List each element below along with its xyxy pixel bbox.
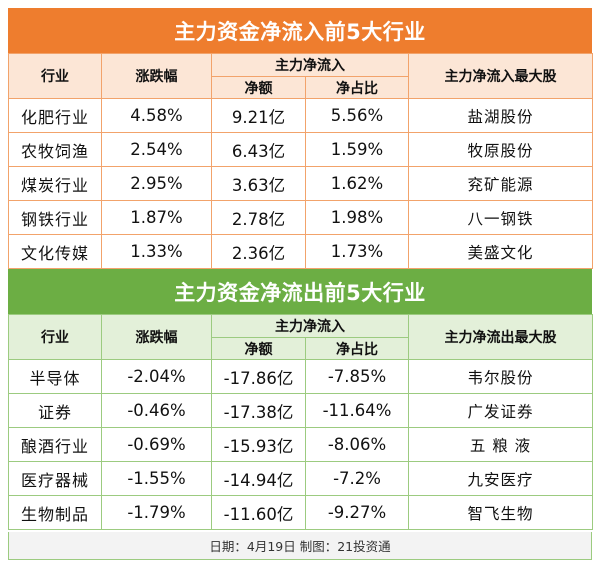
ratio-cell: -7.2% bbox=[305, 461, 409, 496]
industry-cell: 化肥行业 bbox=[8, 98, 102, 133]
top-stock-cell: 五 粮 液 bbox=[408, 427, 593, 462]
header-change: 涨跌幅 bbox=[101, 53, 212, 99]
industry-cell: 农牧饲渔 bbox=[8, 132, 102, 167]
change-cell: -0.69% bbox=[101, 427, 212, 462]
change-cell: 2.95% bbox=[101, 166, 212, 201]
amount-cell: 3.63亿 bbox=[211, 166, 306, 201]
industry-cell: 酿酒行业 bbox=[8, 427, 102, 462]
amount-cell: 2.78亿 bbox=[211, 200, 306, 235]
amount-cell: 2.36亿 bbox=[211, 234, 306, 269]
amount-cell: 6.43亿 bbox=[211, 132, 306, 167]
change-cell: 1.33% bbox=[101, 234, 212, 269]
ratio-cell: 1.73% bbox=[305, 234, 409, 269]
table-row: 钢铁行业 1.87% 2.78亿 1.98% 八一钢铁 bbox=[8, 200, 593, 235]
change-cell: 1.87% bbox=[101, 200, 212, 235]
header-main-inflow: 主力净流入 bbox=[211, 53, 409, 77]
top-stock-cell: 兖矿能源 bbox=[408, 166, 593, 201]
header-top-stock: 主力净流入最大股 bbox=[408, 53, 593, 99]
ratio-cell: 5.56% bbox=[305, 98, 409, 133]
top-stock-cell: 美盛文化 bbox=[408, 234, 593, 269]
top-stock-cell: 广发证券 bbox=[408, 393, 593, 428]
header-industry: 行业 bbox=[8, 53, 102, 99]
change-cell: 2.54% bbox=[101, 132, 212, 167]
table-row: 农牧饲渔 2.54% 6.43亿 1.59% 牧原股份 bbox=[8, 132, 593, 167]
header-ratio: 净占比 bbox=[305, 337, 409, 360]
header-top-stock: 主力净流出最大股 bbox=[408, 314, 593, 360]
ratio-cell: 1.62% bbox=[305, 166, 409, 201]
industry-cell: 文化传媒 bbox=[8, 234, 102, 269]
ratio-cell: -11.64% bbox=[305, 393, 409, 428]
outflow-table: 行业 涨跌幅 主力净流入 主力净流出最大股 净额 净占比 半导体 -2.04% … bbox=[8, 314, 593, 530]
table-row: 生物制品 -1.79% -11.60亿 -9.27% 智飞生物 bbox=[8, 495, 593, 530]
top-stock-cell: 八一钢铁 bbox=[408, 200, 593, 235]
amount-cell: -15.93亿 bbox=[211, 427, 306, 462]
ratio-cell: -7.85% bbox=[305, 359, 409, 394]
top-stock-cell: 智飞生物 bbox=[408, 495, 593, 530]
footer-caption: 日期：4月19日 制图：21投资通 bbox=[8, 532, 592, 560]
inflow-panel: 主力资金净流入前5大行业 行业 涨跌幅 主力净流入 主力净流入最大股 净额 净占… bbox=[8, 8, 593, 269]
header-amount: 净额 bbox=[211, 76, 306, 99]
ratio-cell: -8.06% bbox=[305, 427, 409, 462]
ratio-cell: 1.59% bbox=[305, 132, 409, 167]
ratio-cell: -9.27% bbox=[305, 495, 409, 530]
top-stock-cell: 盐湖股份 bbox=[408, 98, 593, 133]
table-row: 煤炭行业 2.95% 3.63亿 1.62% 兖矿能源 bbox=[8, 166, 593, 201]
outflow-panel: 主力资金净流出前5大行业 行业 涨跌幅 主力净流入 主力净流出最大股 净额 净占… bbox=[8, 269, 593, 530]
industry-cell: 钢铁行业 bbox=[8, 200, 102, 235]
amount-cell: -17.86亿 bbox=[211, 359, 306, 394]
header-ratio: 净占比 bbox=[305, 76, 409, 99]
table-row: 半导体 -2.04% -17.86亿 -7.85% 韦尔股份 bbox=[8, 359, 593, 394]
table-row: 酿酒行业 -0.69% -15.93亿 -8.06% 五 粮 液 bbox=[8, 427, 593, 462]
outflow-title: 主力资金净流出前5大行业 bbox=[8, 269, 592, 314]
industry-cell: 医疗器械 bbox=[8, 461, 102, 496]
industry-cell: 生物制品 bbox=[8, 495, 102, 530]
amount-cell: -11.60亿 bbox=[211, 495, 306, 530]
change-cell: -0.46% bbox=[101, 393, 212, 428]
amount-cell: 9.21亿 bbox=[211, 98, 306, 133]
amount-cell: -17.38亿 bbox=[211, 393, 306, 428]
table-row: 证券 -0.46% -17.38亿 -11.64% 广发证券 bbox=[8, 393, 593, 428]
ratio-cell: 1.98% bbox=[305, 200, 409, 235]
header-change: 涨跌幅 bbox=[101, 314, 212, 360]
header-industry: 行业 bbox=[8, 314, 102, 360]
top-stock-cell: 韦尔股份 bbox=[408, 359, 593, 394]
industry-cell: 证券 bbox=[8, 393, 102, 428]
header-amount: 净额 bbox=[211, 337, 306, 360]
change-cell: -1.55% bbox=[101, 461, 212, 496]
change-cell: -2.04% bbox=[101, 359, 212, 394]
industry-cell: 半导体 bbox=[8, 359, 102, 394]
inflow-table: 行业 涨跌幅 主力净流入 主力净流入最大股 净额 净占比 化肥行业 4.58% … bbox=[8, 53, 593, 269]
amount-cell: -14.94亿 bbox=[211, 461, 306, 496]
header-main-inflow: 主力净流入 bbox=[211, 314, 409, 338]
inflow-title: 主力资金净流入前5大行业 bbox=[8, 8, 592, 53]
top-stock-cell: 九安医疗 bbox=[408, 461, 593, 496]
top-stock-cell: 牧原股份 bbox=[408, 132, 593, 167]
change-cell: -1.79% bbox=[101, 495, 212, 530]
table-row: 文化传媒 1.33% 2.36亿 1.73% 美盛文化 bbox=[8, 234, 593, 269]
table-row: 化肥行业 4.58% 9.21亿 5.56% 盐湖股份 bbox=[8, 98, 593, 133]
table-row: 医疗器械 -1.55% -14.94亿 -7.2% 九安医疗 bbox=[8, 461, 593, 496]
change-cell: 4.58% bbox=[101, 98, 212, 133]
industry-cell: 煤炭行业 bbox=[8, 166, 102, 201]
